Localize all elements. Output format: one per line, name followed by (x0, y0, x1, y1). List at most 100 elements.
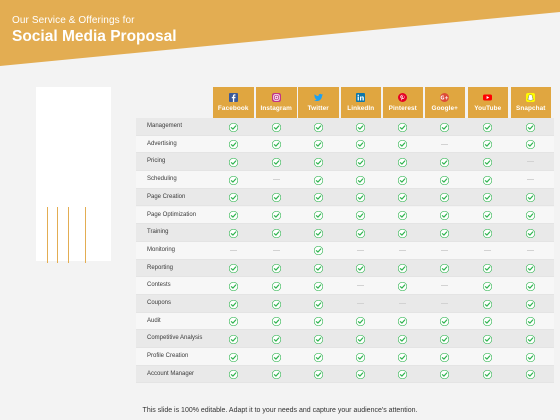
check-icon (398, 264, 408, 274)
service-label: Management (147, 123, 183, 129)
not-included-dash (441, 285, 449, 287)
table-row: Training (136, 224, 554, 242)
check-icon (526, 299, 536, 309)
footer-note: This slide is 100% editable. Adapt it to… (142, 407, 418, 414)
check-icon (398, 140, 408, 150)
check-icon (440, 211, 450, 220)
table-row: Competitive Analysis (136, 330, 554, 349)
table-row: Management (136, 118, 554, 136)
table-row: Coupons (136, 295, 554, 313)
not-included-dash (441, 249, 449, 251)
not-included-dash (229, 249, 237, 251)
check-icon (313, 317, 323, 327)
check-icon (356, 193, 366, 203)
check-icon (440, 193, 450, 203)
not-included-dash (527, 179, 535, 181)
check-icon (398, 317, 408, 327)
decorative-line (85, 207, 86, 263)
platform-header-instagram: Instagram (256, 87, 297, 118)
service-label: Page Creation (147, 193, 186, 200)
not-included-dash (272, 179, 280, 181)
check-icon (271, 211, 281, 220)
check-icon (228, 264, 238, 274)
check-icon (526, 140, 536, 150)
instagram-icon (271, 93, 281, 102)
youtube-icon (483, 94, 493, 101)
check-icon (356, 334, 366, 344)
check-icon (356, 175, 366, 185)
table-row: Monitoring (136, 241, 554, 260)
check-icon (398, 334, 408, 344)
check-icon (228, 122, 238, 132)
check-icon (228, 157, 238, 167)
check-icon (483, 299, 493, 309)
check-icon (526, 370, 536, 380)
check-icon (271, 352, 281, 362)
table-row: Contests (136, 277, 554, 295)
check-icon (228, 334, 238, 344)
service-label: Advertising (147, 140, 177, 147)
table-row: Scheduling (136, 171, 554, 189)
check-icon (398, 228, 408, 238)
check-icon (483, 140, 493, 150)
check-icon (440, 264, 450, 274)
check-icon (440, 175, 450, 185)
check-icon (398, 370, 408, 380)
table-row: Profile Creation (136, 348, 554, 366)
check-icon (483, 228, 493, 238)
check-icon (313, 228, 323, 238)
google-plus-icon: G+ (440, 93, 450, 102)
platform-header-pinterest: Pinterest (382, 87, 423, 118)
check-icon (271, 334, 281, 344)
check-icon (228, 370, 238, 380)
check-icon (228, 193, 238, 203)
check-icon (271, 122, 281, 132)
service-label: Monitoring (147, 246, 176, 253)
table-row: Account Manager (136, 365, 554, 384)
service-label: Contests (147, 282, 171, 289)
check-icon (313, 334, 323, 344)
table-row: Page Creation (136, 188, 554, 207)
check-icon (398, 175, 408, 185)
platform-label: Twitter (307, 105, 329, 112)
check-icon (398, 157, 408, 167)
check-icon (271, 140, 281, 150)
svg-text:G+: G+ (441, 95, 449, 101)
check-icon (483, 317, 493, 327)
platform-label: Google+ (431, 105, 458, 112)
service-label: Competitive Analysis (147, 335, 203, 342)
check-icon (483, 122, 493, 132)
platform-label: Instagram (260, 105, 292, 112)
check-icon (228, 352, 238, 362)
not-included-dash (399, 249, 407, 251)
check-icon (228, 281, 238, 291)
service-label: Audit (147, 317, 161, 324)
check-icon (526, 122, 536, 132)
check-icon (228, 140, 238, 150)
service-label: Scheduling (147, 176, 177, 183)
check-icon (313, 140, 323, 150)
check-icon (313, 122, 323, 132)
not-included-dash (357, 303, 365, 304)
service-label: Profile Creation (147, 353, 189, 360)
check-icon (526, 281, 536, 291)
check-icon (483, 352, 493, 362)
check-icon (228, 317, 238, 327)
check-icon (526, 317, 536, 327)
platform-header-facebook: Facebook (213, 87, 254, 118)
platform-header-twitter: Twitter (298, 87, 339, 118)
check-icon (271, 281, 281, 291)
check-icon (313, 281, 323, 291)
check-icon (483, 175, 493, 185)
check-icon (356, 157, 366, 167)
check-icon (398, 193, 408, 203)
check-icon (271, 193, 281, 203)
service-label: Account Manager (147, 370, 195, 377)
check-icon (356, 211, 366, 220)
service-label: Page Optimization (147, 211, 197, 218)
check-icon (228, 211, 238, 220)
check-icon (356, 140, 366, 150)
table-row: Pricing (136, 153, 554, 172)
check-icon (440, 317, 450, 327)
check-icon (398, 211, 408, 220)
